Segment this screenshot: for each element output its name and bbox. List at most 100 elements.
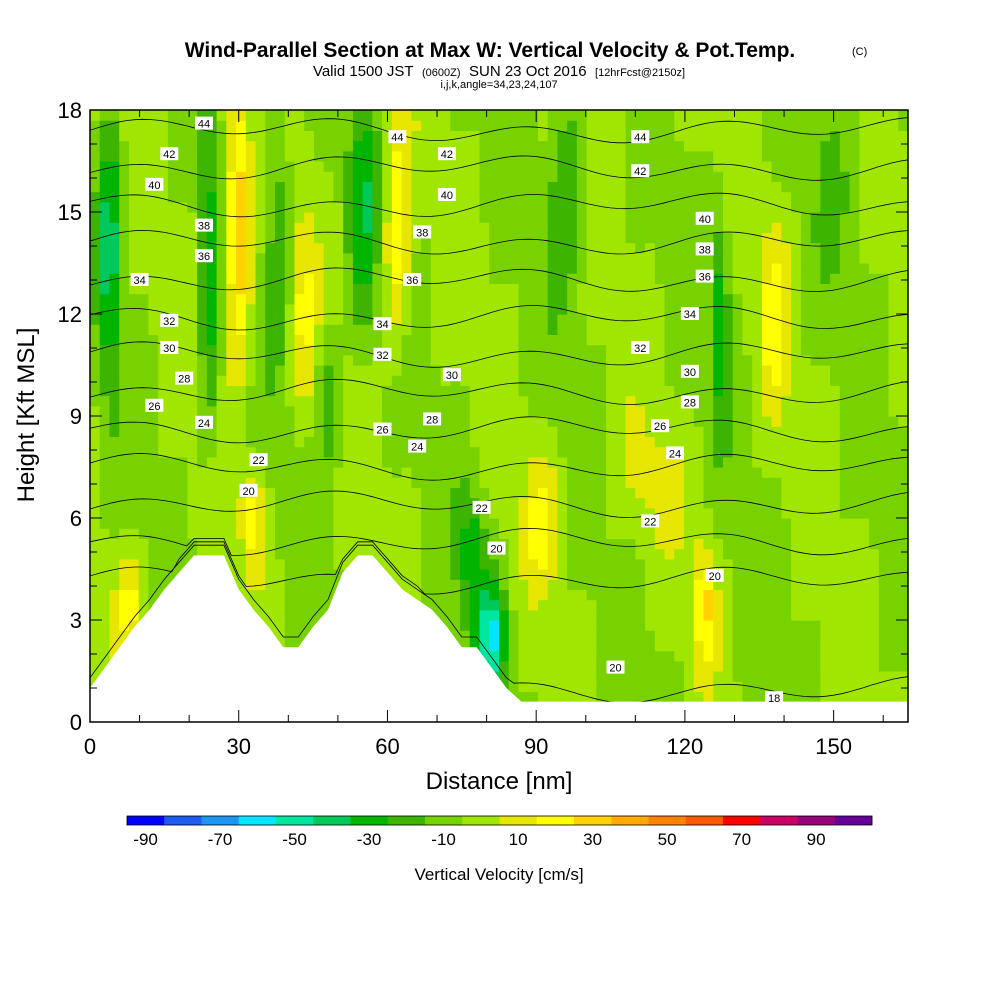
w-cell	[567, 589, 578, 601]
w-cell	[352, 528, 364, 539]
w-cell	[674, 130, 685, 142]
w-cell	[888, 456, 899, 468]
w-cell	[693, 324, 705, 335]
w-cell	[99, 446, 111, 458]
w-cell	[684, 558, 695, 570]
w-cell	[489, 161, 500, 172]
w-cell	[567, 303, 578, 315]
w-cell	[479, 120, 490, 131]
w-cell	[119, 365, 130, 376]
w-cell	[839, 436, 851, 448]
w-cell	[703, 456, 714, 468]
w-cell	[722, 324, 734, 335]
w-cell	[138, 140, 150, 152]
w-cell	[761, 436, 773, 448]
w-cell	[148, 283, 159, 295]
w-cell	[615, 507, 627, 519]
w-cell	[304, 569, 315, 580]
w-cell	[284, 467, 296, 478]
w-cell	[596, 558, 607, 570]
w-cell	[167, 354, 179, 366]
w-cell	[333, 201, 344, 213]
w-cell	[859, 140, 870, 152]
w-cell	[547, 375, 559, 386]
w-cell	[606, 671, 617, 682]
w-cell	[557, 579, 568, 590]
w-cell	[752, 201, 763, 213]
w-cell	[109, 242, 120, 254]
w-cell	[313, 161, 325, 172]
w-cell	[313, 242, 325, 254]
w-cell	[401, 242, 412, 254]
w-cell	[508, 599, 520, 611]
w-cell	[128, 569, 140, 580]
w-cell	[518, 283, 529, 295]
w-cell	[206, 405, 218, 417]
w-cell	[606, 630, 617, 641]
w-cell	[664, 120, 675, 131]
w-cell	[820, 671, 831, 682]
w-cell	[421, 385, 432, 397]
w-cell	[693, 436, 705, 448]
w-cell	[810, 252, 821, 264]
w-cell	[401, 344, 412, 356]
w-cell	[528, 252, 539, 264]
w-cell	[810, 212, 821, 223]
w-cell	[304, 232, 315, 244]
w-cell	[508, 671, 520, 682]
w-cell	[518, 548, 529, 560]
w-cell	[128, 467, 140, 478]
w-cell	[138, 324, 150, 335]
w-cell	[411, 528, 422, 539]
w-cell	[693, 599, 705, 611]
w-cell	[158, 334, 169, 346]
w-cell	[518, 558, 529, 570]
w-cell	[411, 212, 422, 223]
w-cell	[148, 538, 159, 550]
w-cell	[421, 538, 432, 550]
w-cell	[839, 303, 851, 315]
w-cell	[518, 507, 529, 519]
w-cell	[255, 283, 266, 295]
w-cell	[722, 609, 734, 621]
w-cell	[255, 222, 266, 233]
w-cell	[167, 497, 179, 509]
w-cell	[859, 640, 870, 652]
w-cell	[878, 405, 890, 417]
w-cell	[810, 487, 821, 499]
w-cell	[479, 426, 490, 437]
subtitle-forecast: [12hrFcst@2150z]	[595, 67, 685, 79]
w-cell	[615, 242, 627, 254]
w-cell	[888, 344, 899, 356]
w-cell	[849, 518, 860, 529]
w-cell	[304, 467, 315, 478]
w-cell	[411, 548, 422, 560]
w-cell	[849, 691, 860, 703]
w-cell	[382, 263, 393, 274]
w-cell	[167, 569, 179, 580]
w-cell	[255, 375, 266, 386]
w-cell	[206, 446, 218, 458]
subtitle-utc: (0600Z)	[422, 67, 461, 79]
w-cell	[333, 538, 344, 550]
w-cell	[265, 252, 276, 264]
w-cell	[567, 477, 578, 488]
w-cell	[771, 252, 783, 264]
w-cell	[528, 405, 539, 417]
w-cell	[440, 222, 451, 233]
w-cell	[450, 630, 461, 641]
w-cell	[869, 344, 880, 356]
w-cell	[869, 334, 880, 346]
w-cell	[128, 171, 140, 182]
w-cell	[528, 650, 539, 662]
w-cell	[430, 497, 442, 509]
w-cell	[800, 140, 812, 152]
w-cell	[849, 232, 860, 244]
w-cell	[557, 640, 568, 652]
w-cell	[674, 303, 685, 315]
w-cell	[761, 283, 773, 295]
w-cell	[635, 263, 646, 274]
w-cell	[411, 344, 422, 356]
w-cell	[401, 110, 412, 121]
w-cell	[547, 130, 559, 142]
